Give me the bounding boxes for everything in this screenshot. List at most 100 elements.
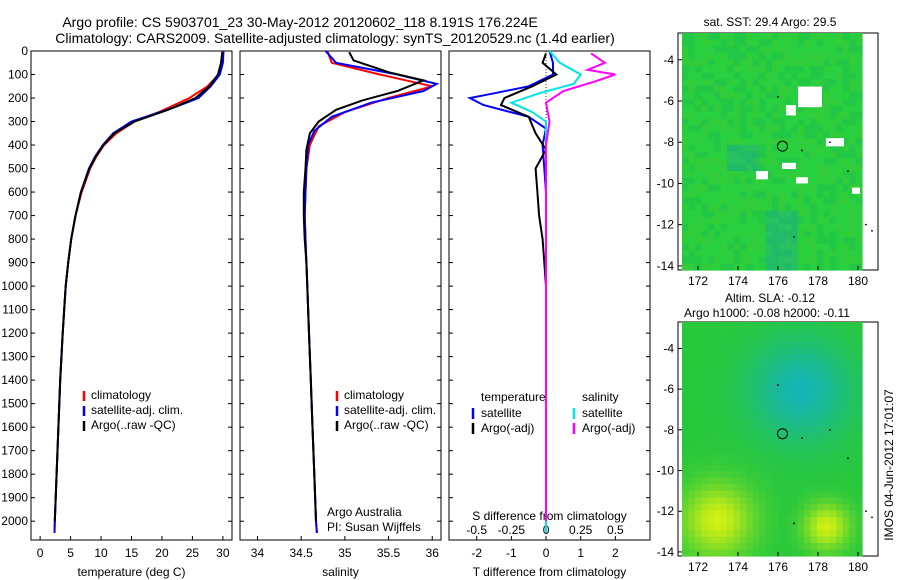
y-tick-label: 100	[8, 68, 28, 82]
map-cell	[707, 322, 715, 330]
map-cell	[810, 217, 818, 225]
map-cell	[810, 504, 818, 512]
map-cell	[727, 354, 734, 362]
map-cell	[727, 79, 734, 87]
map-cell	[791, 439, 799, 447]
map-cell	[682, 400, 689, 408]
map-cell	[707, 105, 715, 113]
map-cell	[707, 118, 715, 126]
map-cell	[688, 92, 696, 100]
map-cell	[714, 471, 722, 479]
map-cell	[791, 158, 799, 166]
map-cell	[688, 322, 696, 330]
map-cell	[759, 112, 767, 120]
map-cell	[688, 471, 696, 479]
map-cell	[739, 46, 747, 54]
map-cell	[836, 144, 844, 153]
map-cell	[829, 387, 837, 395]
map-cell	[714, 484, 722, 492]
y-tick-label: 200	[8, 91, 28, 105]
map-cell	[855, 158, 863, 166]
map-cell	[694, 204, 702, 212]
map-cell	[746, 510, 754, 518]
map-cell	[746, 39, 754, 47]
map-cell	[836, 387, 844, 395]
map-cell	[784, 322, 792, 330]
map-cell	[707, 263, 715, 271]
map-cell	[836, 230, 844, 238]
cloud-gap	[756, 171, 768, 180]
map-cell	[772, 523, 779, 531]
map-cell	[829, 72, 837, 80]
map-cell	[759, 471, 767, 479]
map-cell	[772, 380, 779, 388]
map-cell	[727, 171, 734, 179]
map-cell	[797, 478, 805, 486]
map-cell	[765, 151, 773, 159]
map-cell	[855, 341, 863, 349]
map-cell	[714, 46, 722, 54]
map-cell	[823, 400, 831, 408]
map-cell	[791, 59, 799, 67]
map-cell	[829, 380, 837, 388]
map-cell	[842, 85, 850, 93]
map-cell	[720, 439, 728, 447]
map-cell	[823, 59, 831, 67]
map-cell	[836, 322, 844, 330]
map-cell	[849, 361, 857, 369]
map-cell	[752, 112, 760, 120]
map-cell	[836, 72, 844, 80]
map-cell	[739, 348, 747, 356]
map-cell	[707, 79, 715, 87]
map-cell	[739, 445, 747, 453]
map-cell	[855, 536, 863, 544]
map-cell	[701, 387, 709, 395]
map-cell	[855, 348, 863, 356]
map-cell	[842, 184, 850, 192]
x-tick-label: 10	[94, 546, 108, 560]
y-tick-label: -10	[657, 464, 675, 478]
map-cell	[829, 217, 837, 225]
map-cell	[784, 46, 792, 54]
map-cell	[714, 72, 722, 80]
map-cell	[823, 52, 831, 60]
map-cell	[752, 164, 760, 172]
map-cell	[759, 465, 767, 473]
map-cell	[694, 256, 702, 264]
map-cell	[739, 39, 747, 47]
map-cell	[778, 151, 786, 159]
map-cell	[849, 439, 857, 447]
map-cell	[829, 491, 837, 499]
map-cell	[739, 217, 747, 225]
map-cell	[752, 256, 760, 264]
x-tick-label: 35.5	[377, 546, 401, 560]
map-cell	[727, 523, 734, 531]
map-cell	[714, 112, 722, 120]
map-cell	[727, 406, 734, 414]
map-cell	[791, 400, 799, 408]
map-cell	[733, 92, 741, 100]
map-cell	[701, 230, 709, 238]
map-cell	[746, 361, 754, 369]
map-cell	[804, 517, 812, 525]
map-cell	[804, 46, 812, 54]
map-cell	[759, 445, 767, 453]
map-cell	[759, 151, 767, 159]
map-cell	[791, 413, 799, 421]
map-cell	[842, 256, 850, 264]
map-cell	[772, 406, 779, 414]
map-cell	[849, 237, 857, 245]
map-cell	[823, 112, 831, 120]
map-cell	[804, 204, 812, 212]
map-cell	[855, 204, 863, 212]
map-cell	[810, 328, 818, 336]
map-cell	[817, 426, 824, 434]
map-cell	[836, 452, 844, 460]
map-cell	[842, 393, 850, 401]
map-cell	[817, 204, 824, 212]
map-cell	[784, 510, 792, 518]
map-cell	[746, 204, 754, 212]
map-cell	[746, 387, 754, 395]
map-cell	[688, 144, 696, 153]
